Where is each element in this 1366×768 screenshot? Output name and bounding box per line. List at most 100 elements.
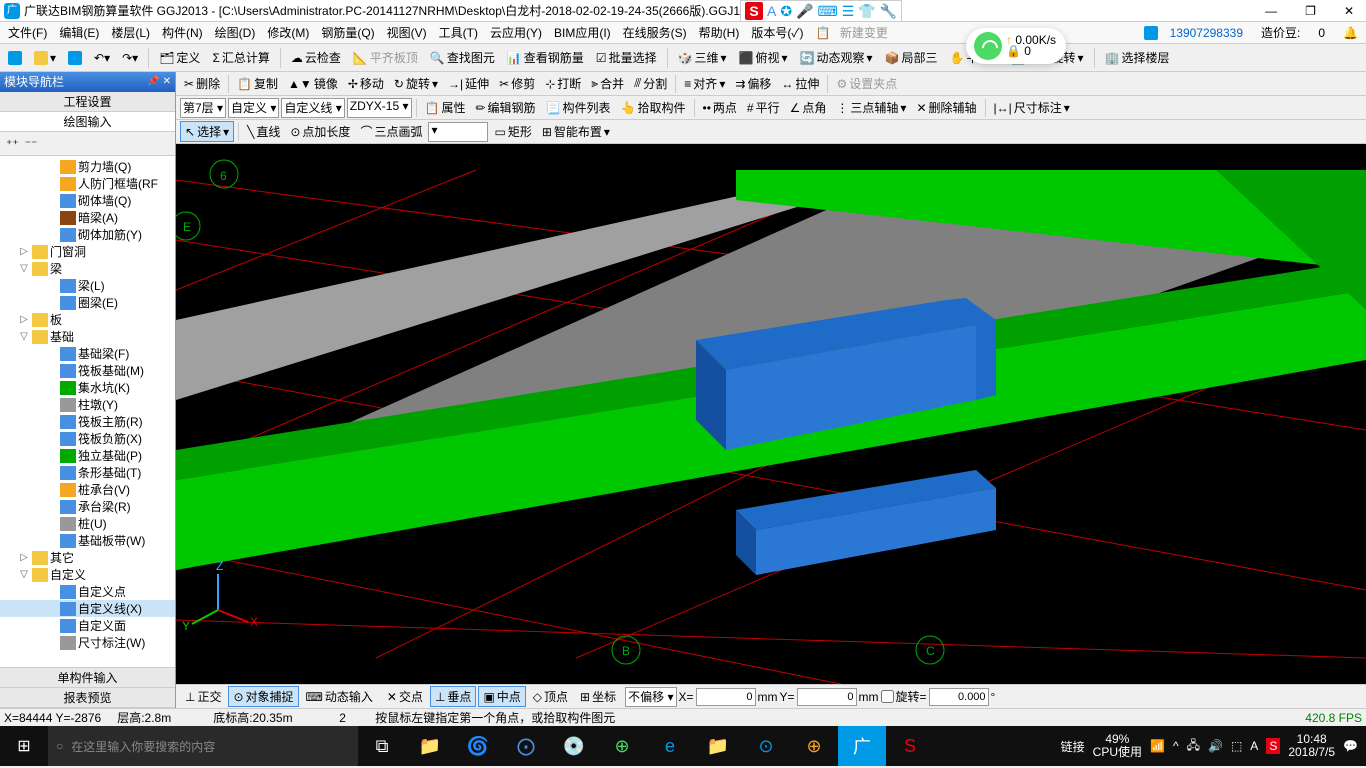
ime-toolbar[interactable]: S A ✪ 🎤 ⌨ ☰ 👕 🔧 (740, 0, 902, 22)
dim-button[interactable]: |↔| 尺寸标注▾ (990, 98, 1074, 117)
menu-new[interactable]: 📋 新建变更 (810, 24, 900, 41)
open-button[interactable]: ▾ (30, 49, 60, 67)
tray-notif-icon[interactable]: 💬 (1343, 739, 1358, 753)
collapse-icon[interactable]: ⁻⁻ (25, 137, 38, 151)
menu-modify[interactable]: 修改(M) (261, 24, 315, 41)
new-button[interactable] (4, 49, 26, 67)
menu-version[interactable]: 版本号(✓) (745, 24, 809, 41)
top-button[interactable]: ⬛ 俯视▾ (735, 47, 792, 68)
ime-icon[interactable]: A (767, 3, 776, 19)
comp-list-button[interactable]: 📃 构件列表 (542, 98, 615, 117)
viewport[interactable]: 6 E B C Z X Y (176, 144, 1366, 684)
close-button[interactable]: ✕ (1336, 4, 1362, 18)
tray-lang-icon[interactable]: A (1250, 739, 1258, 753)
line-button[interactable]: ╲ 直线 (243, 122, 284, 141)
edit-rebar-button[interactable]: ✏ 编辑钢筋 (471, 98, 539, 117)
save-button[interactable] (64, 49, 86, 67)
dyn-button[interactable]: 🔄 动态观察▾ (796, 47, 877, 68)
parallel-button[interactable]: # 平行 (743, 98, 784, 117)
perp-button[interactable]: ⊥ 垂点 (430, 686, 476, 707)
menu-help[interactable]: 帮助(H) (693, 24, 746, 41)
ime-icon[interactable]: 🔧 (880, 3, 897, 20)
osnap-button[interactable]: ⊙ 对象捕捉 (228, 686, 298, 707)
sidebar-tab-report[interactable]: 报表预览 (0, 688, 175, 708)
tree-item[interactable]: 筏板负筋(X) (0, 430, 175, 447)
merge-button[interactable]: ⫸ 合并 (587, 74, 628, 93)
break-button[interactable]: ⊹ 打断 (541, 74, 585, 93)
find-button[interactable]: 🔍 查找图元 (426, 47, 499, 68)
menu-view[interactable]: 视图(V) (381, 24, 433, 41)
app-icon[interactable]: 🌀 (454, 726, 502, 766)
menu-bim[interactable]: BIM应用(I) (548, 24, 617, 41)
tree-item[interactable]: 筏板主筋(R) (0, 413, 175, 430)
local-button[interactable]: 📦 局部三 (881, 47, 942, 68)
3d-button[interactable]: 🎲 三维▾ (674, 47, 731, 68)
tree-item[interactable]: 桩承台(V) (0, 481, 175, 498)
taskview-icon[interactable]: ⧉ (358, 726, 406, 766)
tree-item[interactable]: 砌体墙(Q) (0, 192, 175, 209)
arc3-button[interactable]: ⌒ 三点画弧 (356, 122, 426, 141)
view-rebar-button[interactable]: 📊 查看钢筋量 (503, 47, 588, 68)
wifi-widget[interactable]: ↑ 0.00K/s 🔒 0 (966, 28, 1066, 64)
bell-icon[interactable]: 🔔 (1337, 26, 1364, 40)
tree-item[interactable]: 暗梁(A) (0, 209, 175, 226)
tree-item[interactable]: 基础梁(F) (0, 345, 175, 362)
tree-item[interactable]: ▷板 (0, 311, 175, 328)
two-point-button[interactable]: •• 两点 (699, 98, 741, 117)
tree-item[interactable]: 条形基础(T) (0, 464, 175, 481)
cloud-check-button[interactable]: ☁ 云检查 (287, 47, 345, 68)
ime-icon[interactable]: 👕 (858, 3, 875, 20)
three-axis-button[interactable]: ⋮ 三点辅轴▾ (832, 98, 910, 117)
undo-button[interactable]: ↶▾ (90, 49, 114, 67)
tree-item[interactable]: ▽基础 (0, 328, 175, 345)
tray-up-icon[interactable]: ^ (1173, 739, 1179, 753)
tray-ime-icon[interactable]: S (1266, 738, 1280, 754)
menu-online[interactable]: 在线服务(S) (617, 24, 693, 41)
coord-button[interactable]: ⊞ 坐标 (575, 686, 621, 707)
ime-icon[interactable]: ✪ (780, 3, 792, 20)
clamp-button[interactable]: ⚙ 设置夹点 (832, 74, 901, 93)
app-icon[interactable]: 💿 (550, 726, 598, 766)
search-box[interactable]: ○ 在这里输入你要搜索的内容 (48, 726, 358, 766)
menu-file[interactable]: 文件(F) (2, 24, 53, 41)
offset-button[interactable]: ⇉ 偏移 (731, 74, 775, 93)
menu-rebar[interactable]: 钢筋量(Q) (315, 24, 380, 41)
user-icon[interactable] (1144, 26, 1158, 40)
tree-item[interactable]: ▽梁 (0, 260, 175, 277)
tree-item[interactable]: 柱墩(Y) (0, 396, 175, 413)
sum-button[interactable]: Σ 汇总计算 (208, 47, 273, 68)
sogou-icon[interactable]: S (745, 2, 763, 20)
pick-button[interactable]: 👆 拾取构件 (617, 98, 690, 117)
app-icon[interactable]: 📁 (406, 726, 454, 766)
tray-clock[interactable]: 10:482018/7/5 (1288, 733, 1335, 759)
define-button[interactable]: 🗂 定义 (155, 47, 204, 68)
ime-icon[interactable]: ☰ (842, 3, 855, 20)
menu-tool[interactable]: 工具(T) (433, 24, 484, 41)
arc-combo[interactable]: ▾ (428, 122, 488, 142)
tree-item[interactable]: 筏板基础(M) (0, 362, 175, 379)
del-axis-button[interactable]: ✕ 删除辅轴 (912, 98, 980, 117)
tree-item[interactable]: 独立基础(P) (0, 447, 175, 464)
app-icon[interactable]: 广 (838, 726, 886, 766)
menu-cloud[interactable]: 云应用(Y) (484, 24, 548, 41)
x-input[interactable] (696, 688, 756, 706)
start-button[interactable]: ⊞ (0, 726, 48, 766)
menu-floor[interactable]: 楼层(L) (105, 24, 156, 41)
app-icon[interactable]: ⊕ (598, 726, 646, 766)
align-button[interactable]: ≡ 对齐▾ (680, 74, 729, 93)
ime-icon[interactable]: 🎤 (796, 3, 813, 20)
select-floor-button[interactable]: 🏢 选择楼层 (1101, 47, 1174, 68)
app-icon[interactable]: ⨀ (502, 726, 550, 766)
trim-button[interactable]: ✂ 修剪 (495, 74, 539, 93)
floor-combo[interactable]: 第7层 ▾ (180, 98, 226, 118)
tray-icon[interactable]: ⬚ (1231, 739, 1242, 753)
maximize-button[interactable]: ❐ (1297, 4, 1324, 18)
sidebar-tab-settings[interactable]: 工程设置 (0, 92, 175, 112)
level-button[interactable]: 📐 平齐板顶 (349, 47, 422, 68)
angle-button[interactable]: ∠ 点角 (786, 98, 831, 117)
menu-draw[interactable]: 绘图(D) (209, 24, 262, 41)
tree-item[interactable]: ▷门窗洞 (0, 243, 175, 260)
tree-item[interactable]: 集水坑(K) (0, 379, 175, 396)
pin-icon[interactable]: 📌 ✕ (147, 72, 171, 92)
tree-item[interactable]: 圈梁(E) (0, 294, 175, 311)
